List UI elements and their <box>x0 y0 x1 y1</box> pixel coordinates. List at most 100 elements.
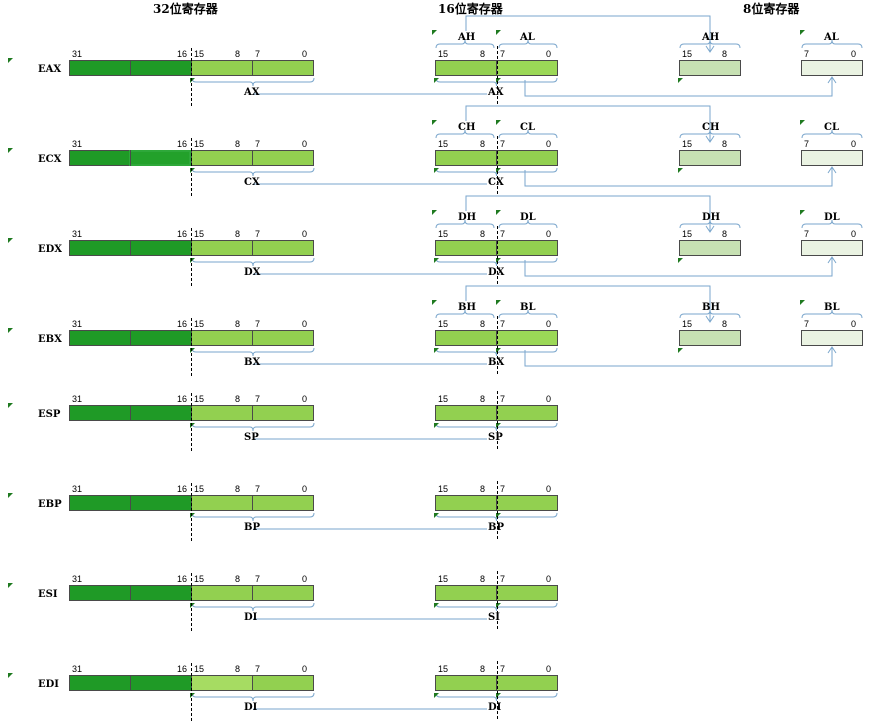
label-ebp-32: BP <box>244 522 260 533</box>
bit-16-esp: 16 <box>177 394 188 404</box>
label-al: AL <box>520 32 535 43</box>
bit-16-eax: 16 <box>177 49 188 59</box>
register-ebx-low-highlight <box>497 331 557 345</box>
bit-8-edx: 8 <box>235 229 241 239</box>
bit-8-esp: 8 <box>235 394 241 404</box>
divider-ecx-16-8 <box>496 150 497 166</box>
marker-ebp <box>8 493 13 498</box>
bit-8-bh: 8 <box>722 319 728 329</box>
label-esp-16: SP <box>488 432 503 443</box>
arrow-dl-8bit <box>827 256 837 264</box>
marker-edi-32 <box>190 693 195 698</box>
bit-8-ecx: 8 <box>235 139 241 149</box>
bit-8-ch: 8 <box>722 139 728 149</box>
marker-ecx-32 <box>190 168 195 173</box>
boundary-eax-16 <box>497 46 498 104</box>
bit-7-esp: 7 <box>255 394 261 404</box>
bit-15-esp: 15 <box>194 394 205 404</box>
bit-15-ecx-16: 15 <box>438 139 449 149</box>
register-dh-8bit <box>679 240 741 256</box>
label-ebx-32: BX <box>244 357 261 368</box>
bit-8-edi: 8 <box>235 664 241 674</box>
marker-dl-top <box>496 210 501 215</box>
marker-bh-8bit <box>678 348 683 353</box>
bit-0-dl: 0 <box>851 229 857 239</box>
label-ch-8bit: CH <box>702 122 720 133</box>
bit-15-eax-16: 15 <box>438 49 449 59</box>
bit-0-edx: 0 <box>302 229 308 239</box>
bit-31-ebp: 31 <box>72 484 83 494</box>
bit-15-edi: 15 <box>194 664 205 674</box>
divider-esi-24 <box>130 585 131 601</box>
marker-cl-8bit <box>800 120 805 125</box>
bit-0-edi-16: 0 <box>546 664 552 674</box>
marker-ebx-16a <box>434 348 439 353</box>
marker-esp-16b <box>496 423 501 428</box>
label-eax-32: AX <box>244 87 260 98</box>
bit-15-bh: 15 <box>682 319 693 329</box>
bit-0-edi: 0 <box>302 664 308 674</box>
marker-esi <box>8 583 13 588</box>
bit-31-ecx: 31 <box>72 139 83 149</box>
bit-15-edx-16: 15 <box>438 229 449 239</box>
connector-dh-8bit <box>465 195 711 232</box>
brace-eax-32 <box>191 77 315 87</box>
divider-ebx-8 <box>252 330 253 346</box>
divider-eax-16-8 <box>496 60 497 76</box>
brace-ecx-32 <box>191 167 315 177</box>
boundary-esp-32 <box>191 393 192 451</box>
brace-edi-32 <box>191 692 315 702</box>
brace-ebx-low <box>498 309 558 319</box>
marker-al-8bit <box>800 30 805 35</box>
register-name-ecx: ECX <box>38 154 62 165</box>
register-name-edx: EDX <box>38 244 63 255</box>
marker-edx-32 <box>190 258 195 263</box>
brace-ebx-32 <box>191 347 315 357</box>
bit-0-ebp: 0 <box>302 484 308 494</box>
brace-esi-32 <box>191 602 315 612</box>
bit-8-esp-16: 8 <box>480 394 486 404</box>
label-esp-32: SP <box>244 432 259 443</box>
boundary-ebp-16 <box>497 481 498 539</box>
label-ecx-32: CX <box>244 177 260 188</box>
register-eax-low-highlight <box>497 61 557 75</box>
divider-edi-16-8 <box>496 675 497 691</box>
boundary-ebx-32 <box>191 318 192 376</box>
bit-8-ecx-16: 8 <box>480 139 486 149</box>
marker-ebp-16a <box>434 513 439 518</box>
bit-0-ecx-16: 0 <box>546 139 552 149</box>
brace-ebx-high <box>435 309 495 319</box>
connector-dl-8bit <box>524 257 833 277</box>
bit-7-eax: 7 <box>255 49 261 59</box>
register-edi-byte-highlight <box>192 676 252 690</box>
boundary-edx-16 <box>497 226 498 284</box>
bit-7-ebp: 7 <box>255 484 261 494</box>
marker-esi-32 <box>190 603 195 608</box>
label-ebp-16: BP <box>488 522 504 533</box>
marker-edx <box>8 238 13 243</box>
bit-0-esp-16: 0 <box>546 394 552 404</box>
register-dl-8bit <box>801 240 863 256</box>
marker-ecx-16b <box>496 168 501 173</box>
label-dl-8bit: DL <box>824 212 840 223</box>
bit-15-ebp-16: 15 <box>438 484 449 494</box>
marker-edx-16b <box>496 258 501 263</box>
bit-0-cl: 0 <box>851 139 857 149</box>
bit-8-ah: 8 <box>722 49 728 59</box>
bit-8-eax: 8 <box>235 49 241 59</box>
marker-ebx <box>8 328 13 333</box>
arrow-ch-8bit <box>705 135 715 143</box>
boundary-ecx-32 <box>191 138 192 196</box>
divider-edx-16-8 <box>496 240 497 256</box>
marker-edx-16a <box>434 258 439 263</box>
divider-eax-24 <box>130 60 131 76</box>
marker-eax-32 <box>190 78 195 83</box>
divider-ebx-16-8 <box>496 330 497 346</box>
label-bl: BL <box>520 302 536 313</box>
bit-7-edx: 7 <box>255 229 261 239</box>
register-cl-8bit <box>801 150 863 166</box>
label-edi-16: DI <box>488 702 502 713</box>
bit-31-esi: 31 <box>72 574 83 584</box>
label-al-8bit: AL <box>824 32 839 43</box>
